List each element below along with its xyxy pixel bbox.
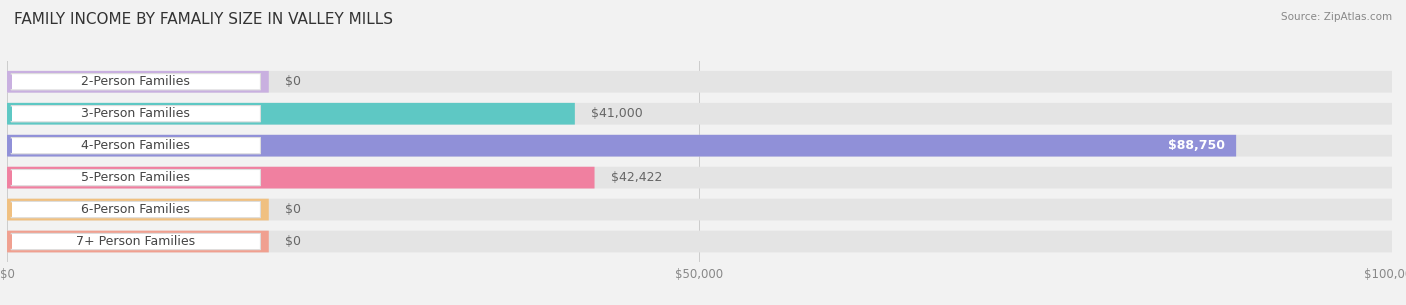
- Text: 3-Person Families: 3-Person Families: [82, 107, 190, 120]
- FancyBboxPatch shape: [11, 106, 260, 122]
- FancyBboxPatch shape: [11, 138, 260, 154]
- FancyBboxPatch shape: [11, 201, 260, 218]
- Text: 5-Person Families: 5-Person Families: [82, 171, 190, 184]
- Text: $0: $0: [285, 235, 301, 248]
- FancyBboxPatch shape: [7, 231, 269, 253]
- Text: $88,750: $88,750: [1168, 139, 1225, 152]
- Text: 6-Person Families: 6-Person Families: [82, 203, 190, 216]
- Text: $41,000: $41,000: [592, 107, 643, 120]
- FancyBboxPatch shape: [7, 135, 1236, 156]
- FancyBboxPatch shape: [7, 167, 1392, 188]
- FancyBboxPatch shape: [7, 231, 1392, 253]
- FancyBboxPatch shape: [7, 103, 575, 124]
- FancyBboxPatch shape: [11, 74, 260, 90]
- Text: 4-Person Families: 4-Person Families: [82, 139, 190, 152]
- FancyBboxPatch shape: [7, 135, 1392, 156]
- Text: Source: ZipAtlas.com: Source: ZipAtlas.com: [1281, 12, 1392, 22]
- FancyBboxPatch shape: [7, 199, 1392, 221]
- FancyBboxPatch shape: [7, 71, 1392, 93]
- FancyBboxPatch shape: [7, 199, 269, 221]
- Text: FAMILY INCOME BY FAMALIY SIZE IN VALLEY MILLS: FAMILY INCOME BY FAMALIY SIZE IN VALLEY …: [14, 12, 394, 27]
- FancyBboxPatch shape: [11, 170, 260, 186]
- FancyBboxPatch shape: [11, 233, 260, 250]
- Text: 2-Person Families: 2-Person Families: [82, 75, 190, 88]
- FancyBboxPatch shape: [7, 71, 269, 93]
- FancyBboxPatch shape: [7, 103, 1392, 124]
- Text: $0: $0: [285, 203, 301, 216]
- Text: 7+ Person Families: 7+ Person Families: [76, 235, 195, 248]
- Text: $42,422: $42,422: [612, 171, 662, 184]
- FancyBboxPatch shape: [7, 167, 595, 188]
- Text: $0: $0: [285, 75, 301, 88]
